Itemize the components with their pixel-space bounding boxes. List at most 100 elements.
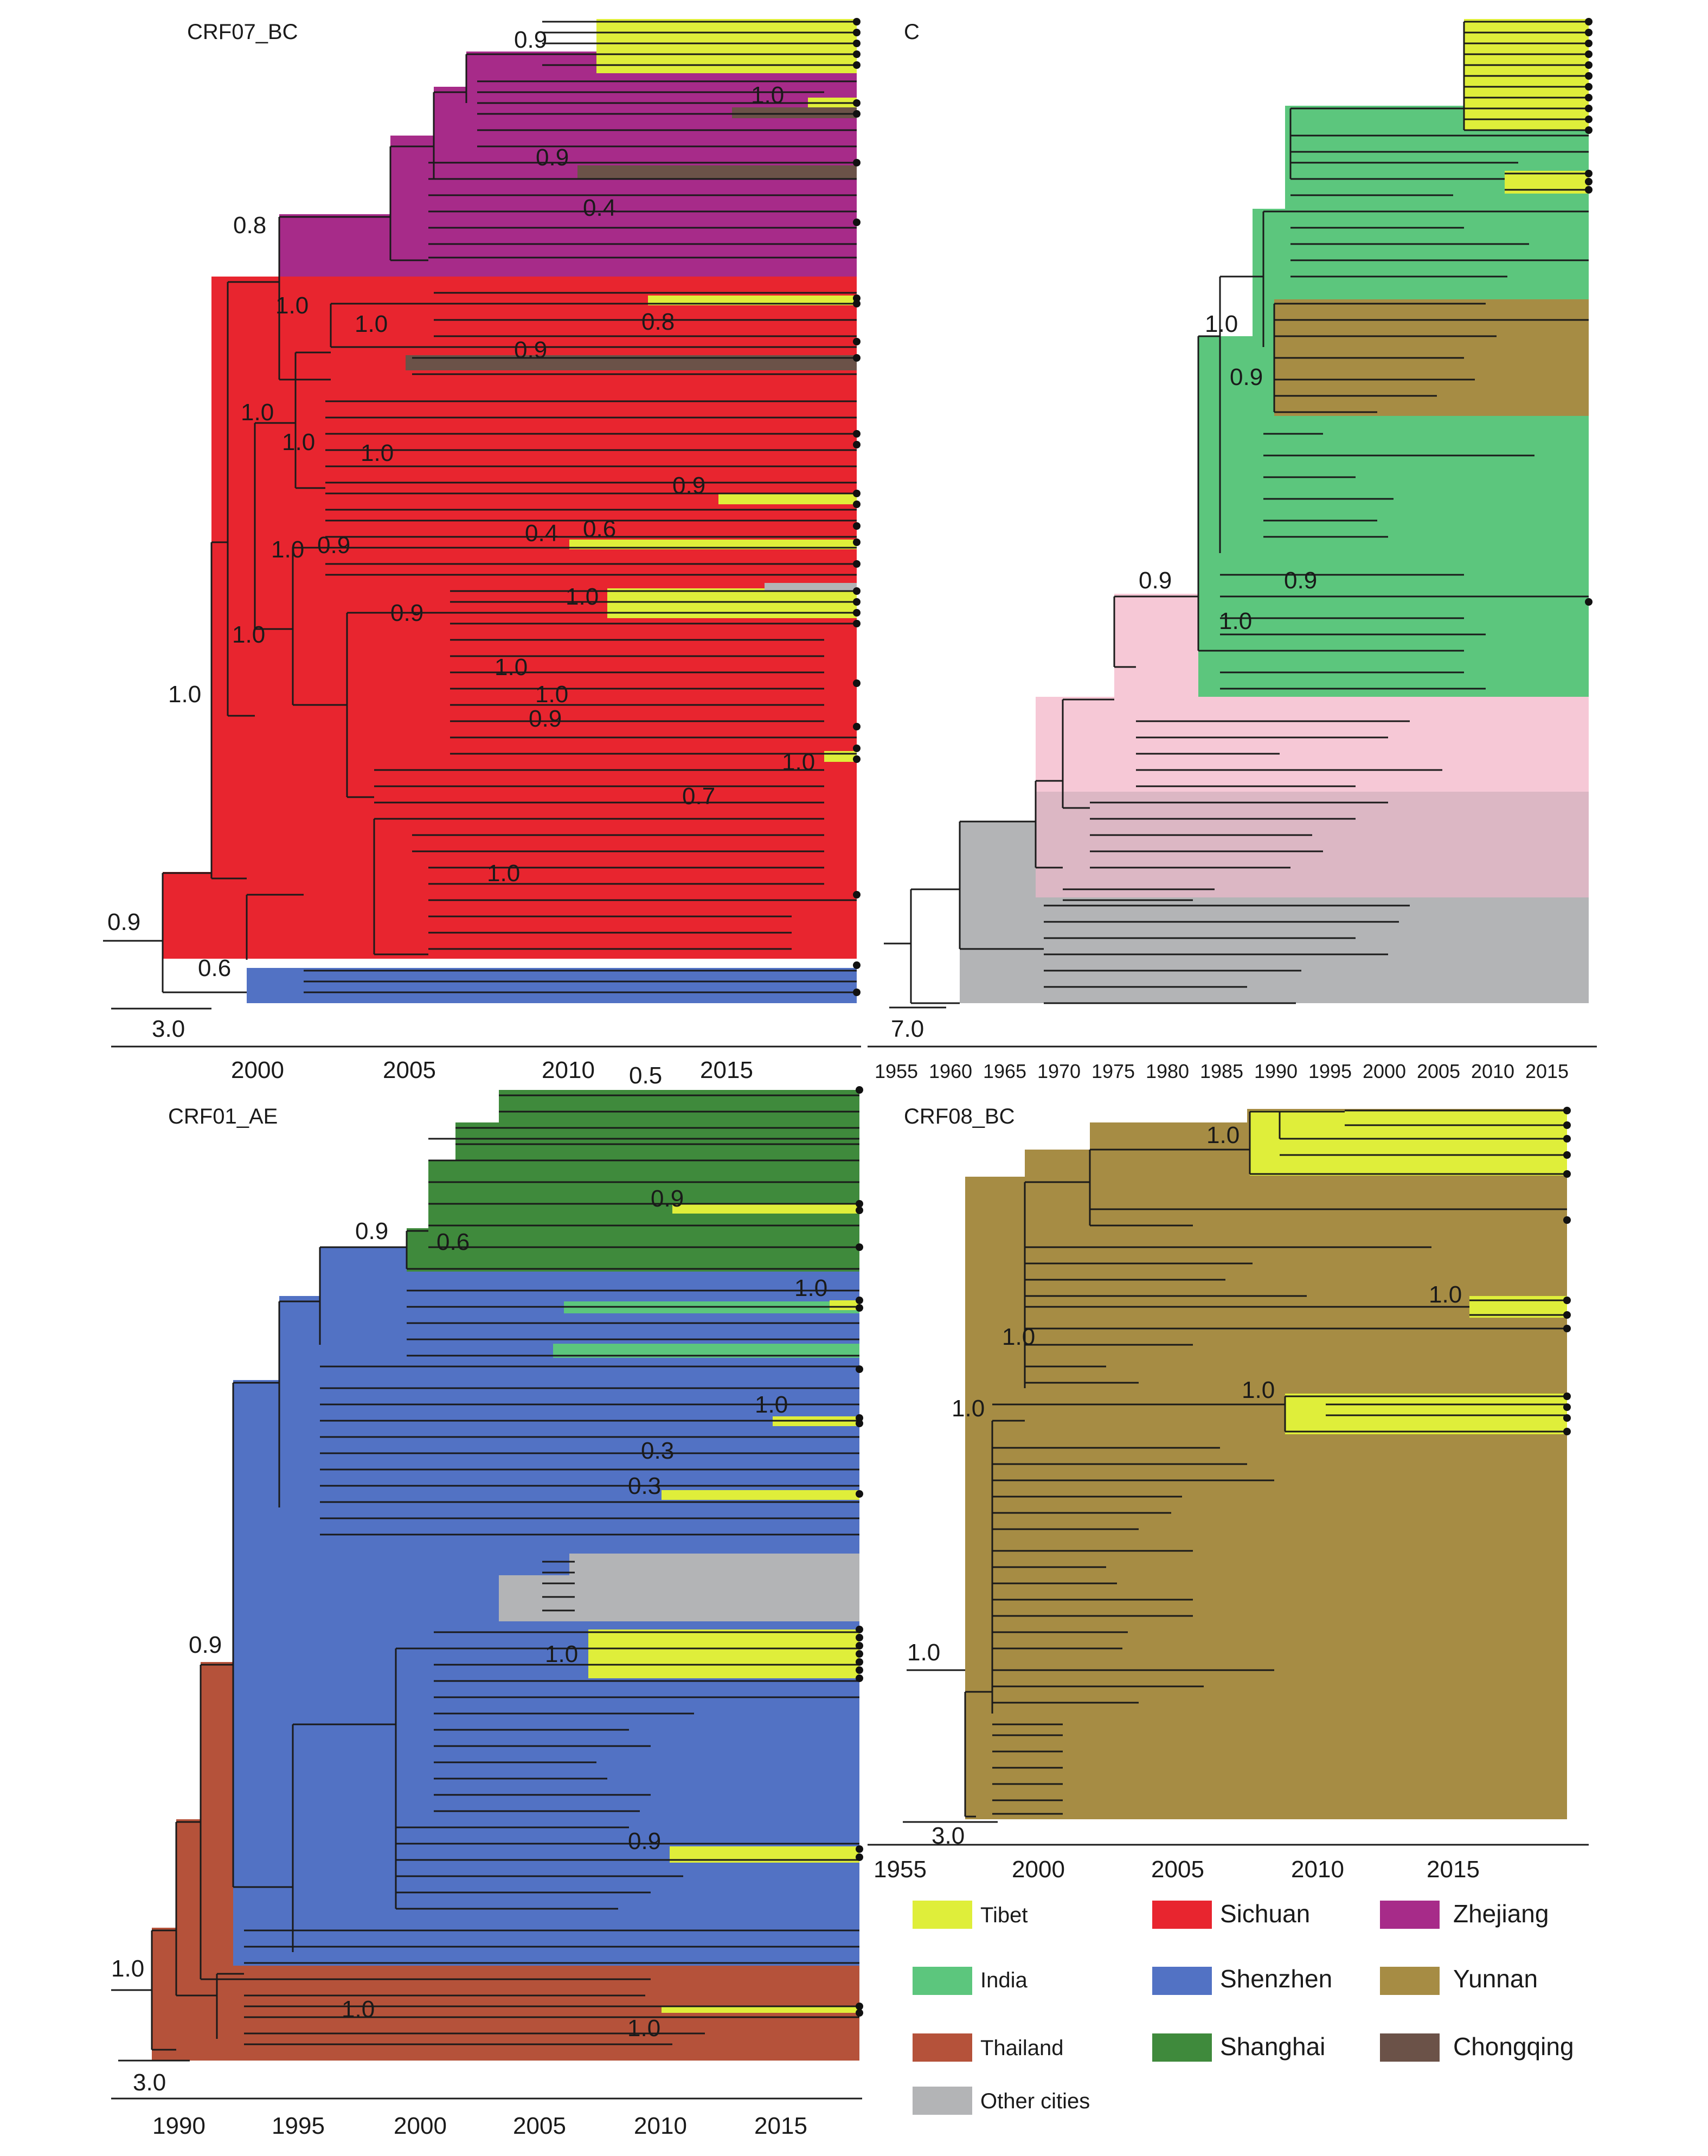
support-label: 1.0	[1429, 1281, 1462, 1308]
region-tibet	[830, 1300, 859, 1310]
region-tibet	[662, 2006, 859, 2013]
support-label: 0.9	[355, 1218, 388, 1244]
support-label: 0.9	[672, 472, 705, 499]
tree-crf01	[151, 1094, 859, 2051]
legend-label: Thailand	[980, 2036, 1063, 2060]
legend-item-shanghai: Shanghai	[1152, 2032, 1325, 2062]
support-label: 1.0	[782, 749, 815, 775]
scale-label: 7.0	[891, 1016, 924, 1042]
legend-label: Yunnan	[1453, 1965, 1538, 1993]
legend-swatch	[913, 2087, 972, 2115]
support-label: 0.6	[583, 516, 616, 542]
support-label: 1.0	[495, 654, 528, 681]
tick-label: 1990	[1254, 1060, 1298, 1082]
support-label: 1.0	[361, 440, 394, 466]
legend-swatch	[913, 1901, 972, 1929]
support-label: 0.9	[536, 144, 569, 171]
legend-swatch	[1380, 1967, 1440, 1995]
support-label: 0.9	[1284, 567, 1317, 594]
tick-label: 1995	[272, 2113, 325, 2139]
tick-label: 1965	[983, 1060, 1026, 1082]
region-tibet	[1250, 1111, 1567, 1176]
region-tibet	[1464, 19, 1589, 130]
legend-swatch	[913, 2033, 972, 2062]
tick-label: 2015	[754, 2113, 807, 2139]
axis-ticks: 1990 1995 2000 2005 2010 2015	[152, 2113, 807, 2139]
tick-label: 2010	[1291, 1856, 1344, 1883]
tick-label: 2005	[513, 2113, 566, 2139]
support-label: 1.0	[168, 681, 201, 708]
support-label: 1.0	[111, 1955, 144, 1982]
legend-item-shenzhen: Shenzhen	[1152, 1965, 1332, 1995]
panel-title: CRF01_AE	[168, 1105, 278, 1128]
axis-ticks: 1955 2000 2005 2010 2015	[874, 1856, 1480, 1883]
support-label: 1.0	[545, 1641, 578, 1667]
support-label: 0.9	[1230, 364, 1263, 390]
support-labels: 1.0 1.0 1.0 1.0 1.0 1.0	[907, 1122, 1462, 1666]
panel-title: CRF07_BC	[187, 20, 298, 44]
legend-label: Chongqing	[1453, 2032, 1574, 2061]
tick-label: 2010	[1471, 1060, 1514, 1082]
support-label: 0.7	[682, 783, 715, 810]
tick-label: 2000	[1012, 1856, 1065, 1883]
support-label: 0.6	[198, 955, 231, 981]
tick-label: 2015	[1525, 1060, 1569, 1082]
legend-swatch	[1152, 1901, 1212, 1929]
tree-crf08	[964, 1109, 1567, 1818]
region-tibet	[588, 1629, 859, 1678]
support-label: 1.0	[907, 1639, 940, 1666]
support-labels: 0.5 0.9 0.9 0.6 1.0 1.0 0.3 0.3 1.0 0.9 …	[111, 1062, 827, 2042]
tick-label: 2010	[634, 2113, 687, 2139]
support-label: 1.0	[271, 536, 304, 563]
legend-swatch	[1152, 1967, 1212, 1995]
panel-crf08-bc: CRF08_BC 1.0 1.0 1.0 1.0 1.0 1.0 3.0 195…	[868, 1105, 1589, 1883]
region-zhejiang	[279, 214, 857, 277]
support-label: 0.9	[189, 1632, 222, 1658]
support-label: 0.3	[628, 1473, 661, 1499]
support-label: 0.4	[583, 195, 616, 221]
support-label: 1.0	[952, 1395, 985, 1422]
support-label: 1.0	[282, 429, 315, 455]
support-label: 1.0	[794, 1275, 827, 1301]
legend-swatch	[1380, 1901, 1440, 1929]
support-label: 0.4	[525, 520, 558, 547]
region-tibet	[662, 1490, 859, 1500]
panel-title: CRF08_BC	[904, 1105, 1015, 1128]
support-label: 1.0	[355, 311, 388, 337]
support-label: 0.9	[107, 909, 140, 935]
tip-markers	[856, 1086, 863, 2017]
region-tibet	[718, 493, 857, 504]
legend-item-thailand: Thailand	[913, 2033, 1063, 2062]
panel-crf07-bc: CRF07_BC 0.9 1.0 0.9 0.8 0.4 1.0 1.0 0.8…	[103, 18, 861, 1083]
tick-label: 1955	[875, 1060, 918, 1082]
legend-label: Zhejiang	[1453, 1900, 1549, 1928]
legend-swatch	[1152, 2033, 1212, 2062]
tick-label: 1975	[1091, 1060, 1135, 1082]
tick-label: 1960	[929, 1060, 972, 1082]
legend-label: Tibet	[980, 1903, 1028, 1927]
axis-ticks: 1955 1960 1965 1970 1975 1980 1985 1990 …	[875, 1060, 1569, 1082]
tick-label: 2000	[231, 1057, 284, 1083]
tick-label: 2010	[542, 1057, 595, 1083]
support-label: 1.0	[535, 681, 568, 708]
legend-label: Shanghai	[1220, 2032, 1325, 2061]
region-shanghai	[455, 1122, 859, 1163]
axis-ticks: 2000 2005 2010 2015	[231, 1057, 753, 1083]
region-shanghai	[428, 1160, 859, 1231]
support-label: 1.0	[1206, 1122, 1240, 1148]
scale-label: 3.0	[133, 2069, 166, 2096]
support-label: 0.8	[233, 212, 266, 239]
legend-swatch	[913, 1967, 972, 1995]
tick-label: 1985	[1200, 1060, 1243, 1082]
legend-item-tibet: Tibet	[913, 1901, 1028, 1929]
support-label: 0.8	[641, 309, 675, 335]
support-label: 0.9	[390, 600, 423, 626]
tick-label: 2005	[383, 1057, 436, 1083]
region-chongqing	[732, 107, 857, 118]
support-label: 1.0	[566, 583, 599, 610]
tick-label: 1980	[1146, 1060, 1189, 1082]
legend-swatch	[1380, 2033, 1440, 2062]
support-label: 0.9	[651, 1185, 684, 1212]
support-label: 0.9	[514, 27, 547, 53]
